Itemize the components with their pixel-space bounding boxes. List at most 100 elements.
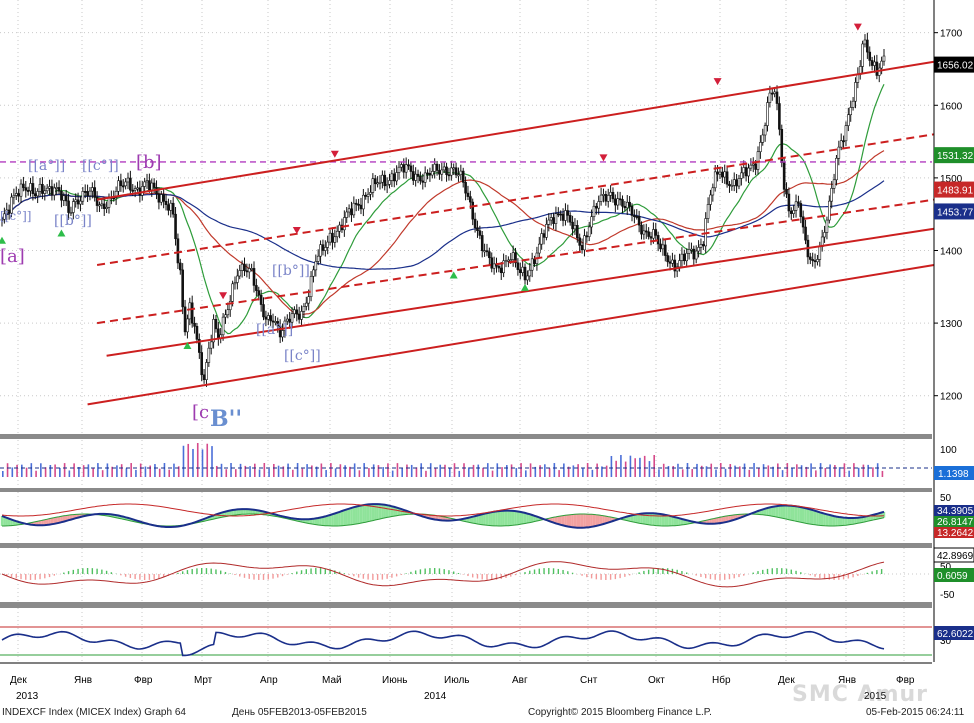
volume-bar	[510, 464, 513, 477]
candle-body	[863, 39, 867, 45]
volume-bar	[515, 468, 518, 477]
month-label: Окт	[648, 675, 665, 686]
candle-body	[678, 260, 681, 268]
candle-body	[628, 201, 631, 207]
volume-bar	[220, 463, 223, 477]
volume-bar	[368, 468, 370, 477]
candle-body	[378, 181, 382, 184]
candle-body	[576, 225, 579, 239]
candle-body	[461, 170, 465, 183]
volume-bar	[434, 467, 437, 477]
month-label: Янв	[74, 675, 92, 686]
dmi-tag-label: 13.2642	[937, 528, 974, 539]
wave-label: [[a°]]	[28, 158, 65, 174]
price-tag-label: 1656.02	[937, 61, 974, 72]
candle-body	[447, 174, 451, 177]
candle-body	[124, 181, 127, 187]
volume-bar	[467, 467, 470, 477]
candle-body	[611, 191, 615, 200]
volume-bar	[92, 468, 94, 477]
candle-body	[397, 166, 401, 173]
macd-line	[1, 561, 885, 588]
volume-bar	[25, 467, 28, 477]
candle-body	[559, 213, 562, 216]
candle-body	[335, 230, 339, 238]
candle-body	[630, 206, 634, 216]
candle-body	[193, 322, 196, 327]
candle-body	[7, 209, 11, 214]
candle-body	[257, 290, 261, 296]
candle-body	[364, 194, 368, 197]
volume-bar	[748, 469, 751, 477]
candle-body	[10, 196, 13, 214]
candle-body	[238, 270, 242, 277]
volume-bar	[101, 470, 104, 477]
candle-body	[856, 74, 860, 83]
candle-body	[345, 211, 349, 218]
candle-body	[404, 164, 408, 173]
volume-bar	[610, 456, 613, 477]
candle-body	[74, 199, 77, 202]
volume-bar	[643, 455, 646, 477]
volume-bar	[382, 467, 384, 477]
candle-body	[497, 265, 501, 269]
volume-bar	[639, 457, 641, 477]
candle-body	[485, 250, 489, 253]
candle-body	[319, 244, 322, 257]
candle-body	[264, 316, 268, 320]
volume-bar	[353, 463, 356, 477]
price-tag-bg	[934, 181, 974, 198]
candle-body	[469, 196, 472, 203]
candle-body	[143, 181, 146, 187]
candle-body	[851, 100, 855, 108]
candle-body	[835, 157, 838, 181]
volume-bar	[791, 468, 793, 477]
price-tick-label: 1500	[940, 174, 963, 185]
candle-body	[480, 235, 484, 251]
candle-body	[873, 61, 876, 66]
candle-body	[640, 224, 643, 235]
volume-bar	[387, 463, 389, 477]
candle-body	[121, 185, 125, 188]
candle-body	[683, 253, 686, 262]
candle-body	[490, 257, 494, 269]
candle-body	[811, 259, 814, 261]
candle-body	[224, 314, 227, 318]
volume-bar	[16, 464, 18, 477]
wave-label: [b]	[136, 152, 162, 173]
candle-body	[24, 187, 28, 191]
candle-body	[95, 197, 99, 206]
candle-body	[347, 208, 351, 213]
volume-bar	[719, 463, 722, 477]
candle-body	[718, 171, 722, 175]
candle-body	[756, 151, 760, 170]
candle-body	[751, 163, 755, 166]
candle-body	[483, 250, 486, 253]
volume-bar	[824, 468, 827, 477]
candle-body	[445, 166, 448, 175]
candle-body	[179, 262, 182, 271]
price-tick-label: 1200	[940, 392, 963, 403]
candle-body	[837, 146, 841, 159]
candle-body	[200, 352, 203, 376]
month-label: Авг	[512, 675, 528, 686]
candle-body	[499, 267, 503, 274]
candle-body	[621, 199, 624, 207]
volume-bar	[658, 469, 660, 477]
month-label: Апр	[260, 675, 278, 686]
volume-bar	[406, 464, 408, 477]
dmi-tag-bg	[934, 505, 974, 516]
volume-bar	[11, 467, 14, 477]
volume-bar	[738, 466, 741, 477]
candle-body	[431, 171, 434, 176]
buy-signal-icon	[0, 236, 6, 244]
candle-body	[14, 193, 18, 196]
dmi-tick-label: 50	[940, 493, 952, 504]
candle-body	[637, 216, 641, 226]
volume-bar	[315, 466, 318, 477]
candle-body	[668, 261, 672, 264]
candle-body	[747, 167, 750, 177]
candle-body	[511, 252, 515, 260]
volume-bar	[334, 468, 337, 477]
volume-bar	[211, 446, 213, 477]
